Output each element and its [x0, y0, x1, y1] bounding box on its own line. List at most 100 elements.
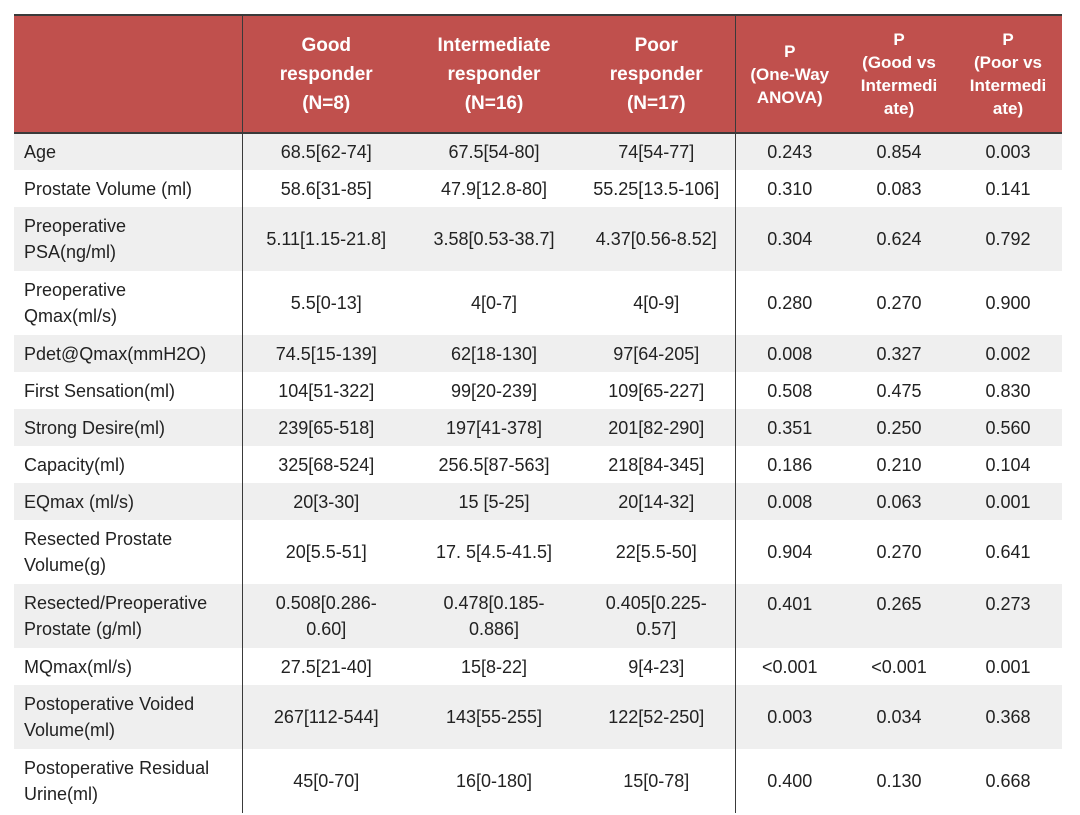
table-row: Strong Desire(ml) 239[65-518] 197[41-378] 2… [14, 409, 1062, 446]
cell-good-responder: 5.5[0-13] [241, 271, 410, 335]
cell-p-anova: 0.008 [734, 335, 844, 372]
row-label: Strong Desire(ml) [24, 417, 166, 438]
cell-good-responder: 20[5.5-51] [241, 520, 410, 584]
cell-good-responder: 58.6[31-85] [241, 170, 410, 207]
cell-intermediate-responder: 16[0-180] [455, 771, 533, 791]
row-label: EQmax (ml/s) [24, 491, 134, 512]
cell-good-responder: 68.5[62-74] [241, 133, 410, 170]
cell-p-poor-vs-intermediate: 0.368 [985, 707, 1031, 727]
table-row: Resected Prostate Volume(g) 20[5.5-51] 17. … [14, 520, 1062, 584]
cell-p-anova: 0.186 [734, 446, 844, 483]
cell-intermediate-responder: 47.9[12.8-80] [440, 178, 548, 199]
cell-p-anova: 0.310 [734, 170, 844, 207]
cell-p-anova: 0.003 [734, 685, 844, 749]
cell-intermediate-responder: 143[55-255] [445, 707, 543, 727]
cell-p-poor-vs-intermediate: 0.104 [985, 454, 1031, 475]
cell-good-responder: 325[68-524] [241, 446, 410, 483]
cell-p-poor-vs-intermediate: 0.668 [985, 771, 1031, 791]
cell-p-poor-vs-intermediate: 0.141 [985, 178, 1031, 199]
header-good-responder: Good responder (N=8) [241, 14, 410, 134]
cell-intermediate-responder: 99[20-239] [450, 380, 538, 401]
cell-p-poor-vs-intermediate: 0.002 [985, 343, 1031, 364]
cell-p-good-vs-intermediate: 0.210 [876, 454, 922, 475]
row-label: Age [24, 142, 57, 162]
row-label: Postoperative Residual Urine(ml) [24, 758, 210, 804]
cell-intermediate-responder: 3.58[0.53-38.7] [433, 229, 555, 249]
cell-poor-responder: 22[5.5-50] [615, 542, 697, 562]
cell-p-anova: <0.001 [734, 648, 844, 685]
table-row: Pdet@Qmax(mmH2O) 74.5[15-139] 62[18-130] 97… [14, 335, 1062, 372]
header-row: Good responder (N=8) Intermediate respon… [14, 14, 1062, 134]
header-p-good-vs-intermediate: P (Good vs Intermedi ate) [844, 14, 954, 134]
row-label: Pdet@Qmax(mmH2O) [24, 343, 207, 364]
cell-p-anova: 0.351 [734, 409, 844, 446]
cell-intermediate-responder: 197[41-378] [445, 417, 543, 438]
header-p-poor-vs-intermediate: P (Poor vs Intermedi ate) [954, 14, 1062, 134]
cell-poor-responder: 15[0-78] [623, 771, 690, 791]
cell-p-anova: 0.401 [734, 584, 844, 648]
cell-p-anova: 0.304 [734, 207, 844, 271]
cell-good-responder: 267[112-544] [241, 685, 410, 749]
cell-p-poor-vs-intermediate: 0.001 [985, 491, 1031, 512]
table-row: Preoperative PSA(ng/ml) 5.11[1.15-21.8] 3.5… [14, 207, 1062, 271]
cell-poor-responder: 122[52-250] [608, 707, 705, 727]
row-label: Resected/Preoperative Prostate (g/ml) [24, 593, 208, 639]
row-label: Prostate Volume (ml) [24, 178, 193, 199]
row-label: First Sensation(ml) [24, 380, 176, 401]
header-blank [14, 14, 242, 134]
cell-poor-responder: 74[54-77] [618, 142, 695, 162]
table-row: MQmax(ml/s) 27.5[21-40] 15[8-22] 9[4-23] <0.… [14, 648, 1062, 685]
cell-p-anova: 0.243 [734, 133, 844, 170]
cell-poor-responder: 201[82-290] [608, 417, 705, 438]
cell-p-anova: 0.400 [734, 749, 844, 813]
cell-poor-responder: 0.405[0.225- 0.57] [605, 593, 707, 639]
cell-p-poor-vs-intermediate: 0.641 [985, 542, 1031, 562]
cell-p-good-vs-intermediate: 0.270 [876, 542, 922, 562]
table-row: Preoperative Qmax(ml/s) 5.5[0-13] 4[0-7] 4[0… [14, 271, 1062, 335]
cell-p-good-vs-intermediate: <0.001 [871, 656, 927, 677]
cell-p-good-vs-intermediate: 0.250 [876, 417, 922, 438]
table-body: Age 68.5[62-74] 67.5[54-80] 74[54-77] 0.243 0… [14, 133, 1062, 813]
cell-intermediate-responder: 256.5[87-563] [438, 454, 550, 475]
cell-good-responder: 27.5[21-40] [241, 648, 410, 685]
cell-poor-responder: 97[64-205] [613, 343, 700, 364]
cell-p-anova: 0.280 [734, 271, 844, 335]
cell-poor-responder: 109[65-227] [608, 380, 705, 401]
row-label: Resected Prostate Volume(g) [24, 529, 173, 575]
row-label: Capacity(ml) [24, 454, 126, 475]
cell-p-good-vs-intermediate: 0.130 [876, 771, 922, 791]
cell-p-good-vs-intermediate: 0.063 [876, 491, 922, 512]
cell-p-good-vs-intermediate: 0.624 [876, 229, 922, 249]
table-row: Resected/Preoperative Prostate (g/ml) 0.50… [14, 584, 1062, 648]
cell-p-anova: 0.508 [734, 372, 844, 409]
cell-p-poor-vs-intermediate: 0.900 [985, 293, 1031, 313]
row-label: Postoperative Voided Volume(ml) [24, 694, 195, 740]
comparison-table: Good responder (N=8) Intermediate respon… [14, 14, 1062, 813]
table-row: Prostate Volume (ml) 58.6[31-85] 47.9[12.8… [14, 170, 1062, 207]
cell-p-good-vs-intermediate: 0.265 [876, 594, 922, 614]
cell-p-good-vs-intermediate: 0.270 [876, 293, 922, 313]
cell-p-good-vs-intermediate: 0.083 [876, 178, 922, 199]
cell-poor-responder: 55.25[13.5-106] [593, 178, 720, 199]
header-poor-responder: Poor responder (N=17) [578, 14, 735, 134]
cell-p-anova: 0.904 [734, 520, 844, 584]
cell-intermediate-responder: 17. 5[4.5-41.5] [435, 542, 553, 562]
cell-p-poor-vs-intermediate: 0.003 [985, 142, 1031, 162]
cell-poor-responder: 218[84-345] [608, 454, 705, 475]
cell-intermediate-responder: 15 [5-25] [458, 491, 530, 512]
cell-intermediate-responder: 0.478[0.185- 0.886] [443, 593, 545, 639]
row-label: Preoperative PSA(ng/ml) [24, 216, 127, 262]
cell-intermediate-responder: 15[8-22] [460, 656, 528, 677]
table-row: Postoperative Residual Urine(ml) 45[0-70] 1… [14, 749, 1062, 813]
cell-p-poor-vs-intermediate: 0.792 [985, 229, 1031, 249]
cell-good-responder: 104[51-322] [241, 372, 410, 409]
cell-intermediate-responder: 62[18-130] [450, 343, 538, 364]
table-row: Age 68.5[62-74] 67.5[54-80] 74[54-77] 0.243 0… [14, 133, 1062, 170]
cell-p-good-vs-intermediate: 0.854 [876, 142, 922, 162]
cell-good-responder: 45[0-70] [241, 749, 410, 813]
cell-p-poor-vs-intermediate: 0.273 [985, 594, 1031, 614]
table-row: Postoperative Voided Volume(ml) 267[112-54… [14, 685, 1062, 749]
cell-p-good-vs-intermediate: 0.034 [876, 707, 922, 727]
cell-poor-responder: 9[4-23] [628, 656, 685, 677]
